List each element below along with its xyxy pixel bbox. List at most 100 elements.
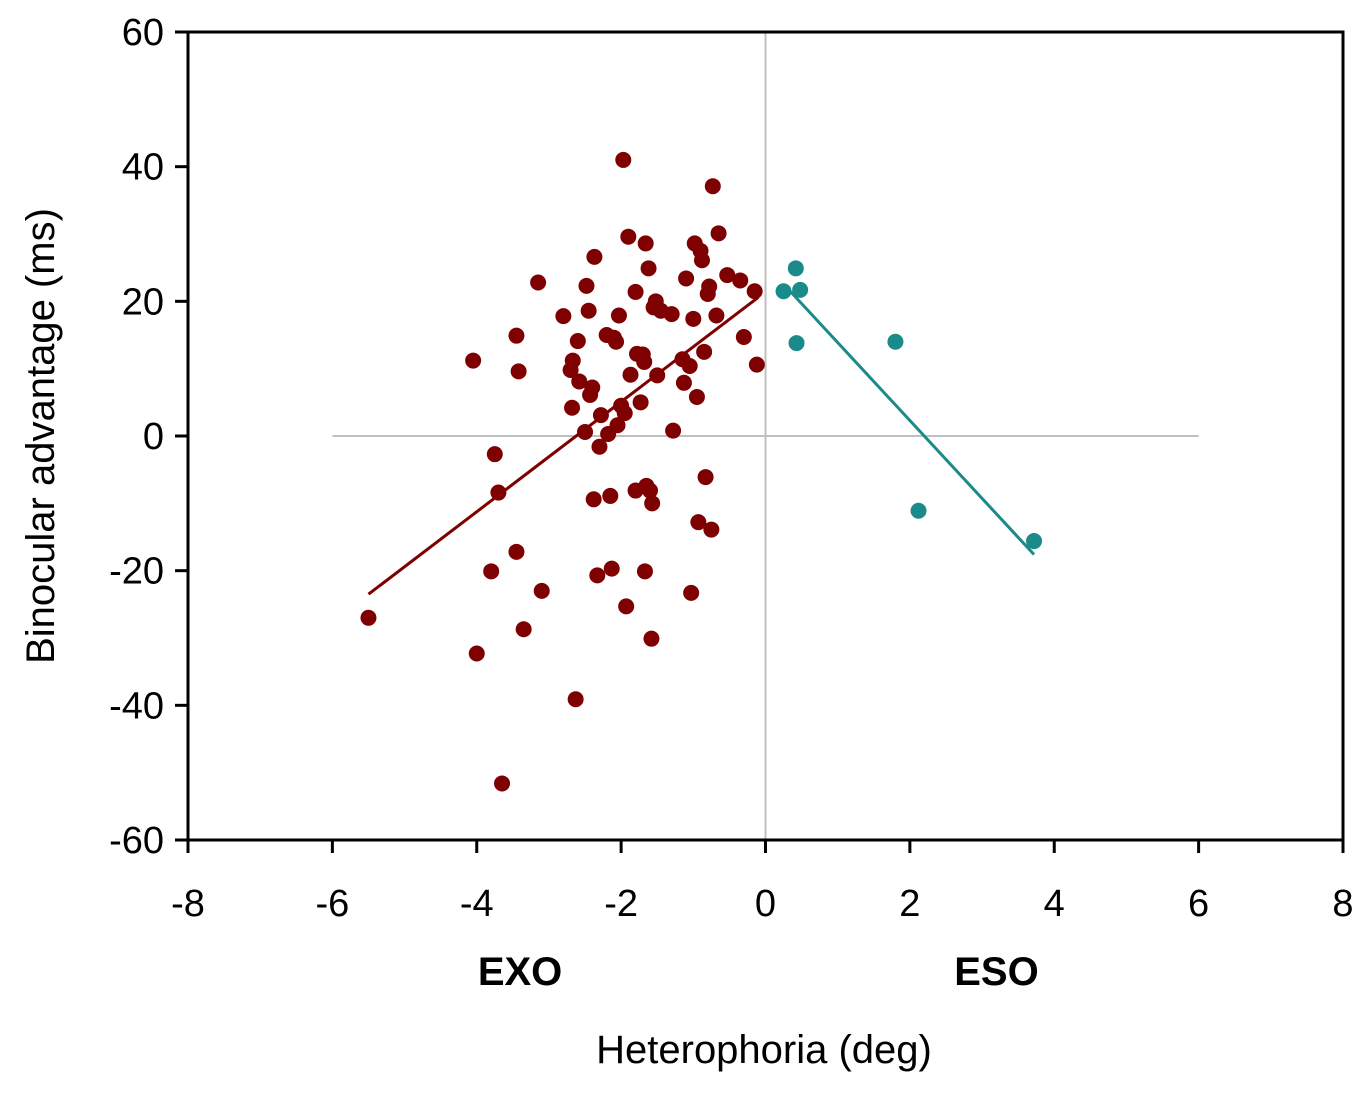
x-tick-label: -6	[315, 883, 349, 925]
data-point-series-1	[618, 598, 635, 615]
data-point-series-1	[515, 621, 532, 638]
data-point-series-2	[792, 281, 809, 298]
data-point-series-1	[530, 274, 547, 291]
data-point-series-1	[627, 283, 644, 300]
reference-lines	[332, 32, 1199, 840]
data-point-series-1	[508, 543, 525, 560]
data-point-series-1	[465, 352, 482, 369]
data-point-series-1	[555, 308, 572, 325]
x-tick-label: 4	[1044, 883, 1065, 925]
data-point-series-1	[615, 151, 632, 168]
data-point-series-1	[486, 446, 503, 463]
data-point-series-1	[622, 366, 639, 383]
data-point-series-1	[640, 260, 657, 277]
data-point-series-1	[567, 691, 584, 708]
data-point-series-1	[683, 584, 700, 601]
x-axis-title: Heterophoria (deg)	[596, 1028, 932, 1072]
x-tick-label: 6	[1188, 883, 1209, 925]
regression-line-1	[367, 296, 760, 596]
data-point-series-1	[636, 353, 653, 370]
y-tick-label: 0	[143, 416, 164, 458]
data-point-series-1	[610, 307, 627, 324]
y-tick-label: 20	[122, 281, 164, 323]
data-point-series-1	[675, 374, 692, 391]
x-tick-label: -8	[171, 883, 205, 925]
data-point-series-2	[910, 502, 927, 519]
data-point-series-1	[609, 417, 626, 434]
data-point-series-1	[735, 329, 752, 346]
data-point-series-1	[681, 357, 698, 374]
data-point-series-1	[591, 438, 608, 455]
data-point-series-1	[644, 495, 661, 512]
data-point-series-1	[701, 278, 718, 295]
data-point-series-1	[564, 352, 581, 369]
data-point-series-1	[510, 363, 527, 380]
data-point-series-1	[719, 267, 736, 284]
x-tick-label: 2	[899, 883, 920, 925]
data-point-series-1	[585, 491, 602, 508]
data-point-series-1	[533, 582, 550, 599]
data-point-series-1	[665, 422, 682, 439]
regression-line-2	[789, 290, 1036, 556]
data-point-series-1	[494, 775, 511, 792]
data-point-series-1	[603, 560, 620, 577]
data-point-series-1	[616, 405, 633, 422]
data-point-series-1	[589, 567, 606, 584]
y-axis-title: Binocular advantage (ms)	[19, 208, 63, 664]
data-point-series-1	[360, 609, 377, 626]
data-point-series-1	[602, 487, 619, 504]
data-point-series-1	[693, 252, 710, 269]
data-point-series-1	[690, 514, 707, 531]
data-points	[360, 151, 1043, 792]
y-axis-ticks: -60 -40 -20 0 20 40 60	[109, 12, 188, 862]
y-tick-label: 40	[122, 147, 164, 189]
data-point-series-1	[608, 333, 625, 350]
data-point-series-1	[663, 306, 680, 323]
x-axis-ticks: -8 -6 -4 -2 0 2 4 6 8	[171, 840, 1354, 925]
x-tick-label: -4	[460, 883, 494, 925]
data-point-series-1	[578, 277, 595, 294]
data-point-series-1	[636, 563, 653, 580]
data-point-series-1	[592, 407, 609, 424]
data-point-series-1	[649, 367, 666, 384]
data-point-series-1	[490, 484, 507, 501]
y-tick-label: -20	[109, 551, 164, 593]
region-annotations: EXO ESO	[478, 950, 1039, 994]
data-point-series-1	[748, 356, 765, 373]
data-point-series-1	[577, 423, 594, 440]
region-label-eso: ESO	[954, 950, 1038, 994]
region-label-exo: EXO	[478, 950, 562, 994]
data-point-series-1	[732, 272, 749, 289]
data-point-series-1	[508, 327, 525, 344]
data-point-series-1	[746, 283, 763, 300]
data-point-series-1	[697, 469, 714, 486]
data-point-series-1	[580, 302, 597, 319]
data-point-series-1	[642, 482, 658, 499]
regression-lines	[367, 290, 1036, 596]
y-tick-label: 60	[122, 12, 164, 54]
y-tick-label: -60	[109, 820, 164, 862]
data-point-series-1	[483, 563, 500, 580]
data-point-series-1	[569, 333, 586, 350]
x-tick-label: 0	[755, 883, 776, 925]
data-point-series-1	[708, 307, 725, 324]
data-point-series-2	[788, 335, 805, 352]
data-point-series-1	[710, 225, 727, 242]
data-point-series-1	[704, 178, 721, 195]
data-point-series-2	[775, 283, 792, 300]
data-point-series-1	[571, 373, 588, 390]
x-tick-label: 8	[1332, 883, 1353, 925]
data-point-series-1	[620, 228, 637, 245]
data-point-series-1	[688, 388, 705, 405]
data-point-series-1	[696, 343, 713, 360]
data-point-series-1	[564, 399, 581, 416]
data-point-series-1	[678, 270, 695, 287]
data-point-series-2	[1026, 533, 1043, 550]
data-point-series-1	[584, 379, 601, 396]
y-tick-label: -40	[109, 685, 164, 727]
data-point-series-2	[887, 333, 904, 350]
data-point-series-1	[637, 235, 654, 252]
data-point-series-1	[586, 248, 603, 265]
data-point-series-1	[685, 310, 702, 327]
